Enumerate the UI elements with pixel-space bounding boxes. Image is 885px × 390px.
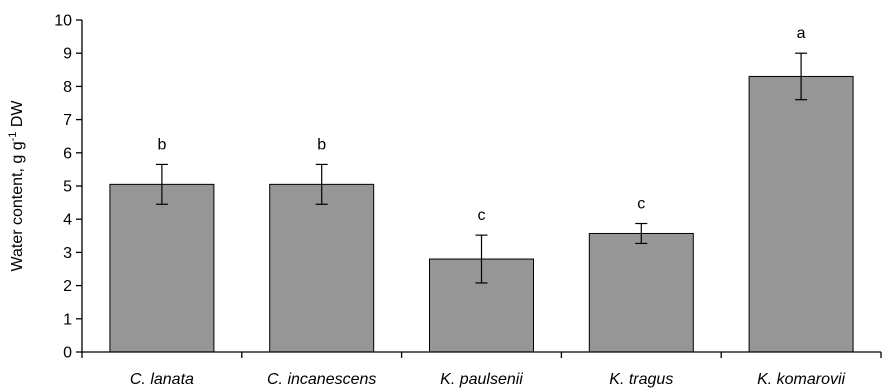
y-tick-label: 5 — [63, 179, 72, 196]
significance-letter: a — [797, 25, 806, 42]
y-tick-label: 1 — [63, 311, 72, 328]
bar — [269, 183, 375, 353]
significance-letter: b — [157, 136, 166, 153]
error-bars — [155, 52, 808, 284]
y-tick-label: 2 — [63, 278, 72, 295]
y-tick-label: 0 — [63, 345, 72, 362]
category-labels: C. lanata C. incanescens K. paulsenii K. tr… — [130, 371, 846, 388]
y-tick-label: 9 — [63, 46, 72, 63]
significance-letter: b — [317, 136, 326, 153]
category-label: K. paulsenii — [440, 371, 523, 388]
significance-letter: c — [637, 196, 645, 213]
y-axis-title-unit: DW — [9, 100, 26, 132]
category-label: C. incanescens — [267, 371, 376, 388]
y-tick-label: 4 — [63, 212, 72, 229]
y-axis-ticks: 0 1 2 3 4 5 6 7 8 9 10 — [54, 13, 82, 362]
category-label: C. lanata — [130, 371, 194, 388]
bar — [109, 183, 215, 353]
bars — [109, 75, 854, 353]
y-axis-title-superscript: -1 — [7, 132, 19, 142]
significance-labels: b b c c a — [157, 25, 805, 224]
y-tick-label: 8 — [63, 79, 72, 96]
y-tick-label: 6 — [63, 145, 72, 162]
category-label: K. komarovii — [757, 371, 845, 388]
category-label: K. tragus — [609, 371, 673, 388]
y-tick-label: 7 — [63, 112, 72, 129]
bar — [588, 232, 694, 353]
y-tick-label: 10 — [54, 13, 72, 30]
x-axis-ticks — [81, 352, 882, 358]
significance-letter: c — [478, 207, 486, 224]
y-axis-title-main: Water content, g g — [9, 141, 26, 271]
bar — [748, 75, 854, 353]
y-tick-label: 3 — [63, 245, 72, 262]
y-axis-title: Water content, g g-1 DW — [7, 100, 26, 272]
